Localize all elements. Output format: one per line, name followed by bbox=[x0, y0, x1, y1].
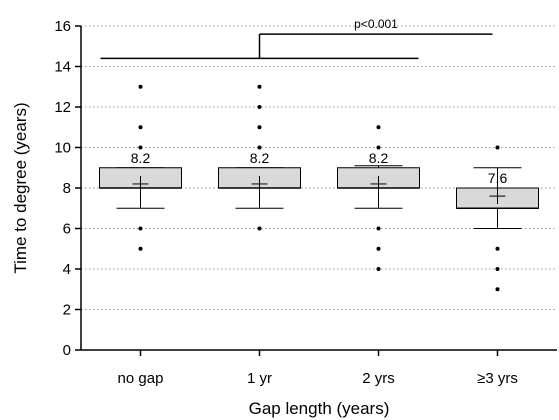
outlier-point bbox=[376, 125, 381, 130]
x-axis-title: Gap length (years) bbox=[249, 399, 390, 418]
y-tick-label: 14 bbox=[54, 59, 71, 76]
x-tick-label: 1 yr bbox=[247, 370, 272, 387]
x-tick-label: no gap bbox=[118, 370, 164, 387]
outlier-point bbox=[376, 246, 381, 251]
y-tick-label: 8 bbox=[63, 180, 71, 197]
box-plots: 8.2 8.2 8.2 7.6 bbox=[99, 84, 539, 292]
y-tick-label: 12 bbox=[54, 99, 71, 116]
outlier-point bbox=[138, 84, 143, 89]
outlier-point bbox=[138, 226, 143, 231]
mean-value-label: 7.6 bbox=[488, 170, 508, 186]
box-1: 8.2 bbox=[99, 84, 182, 251]
y-tick-label: 6 bbox=[63, 221, 71, 238]
outlier-point bbox=[495, 287, 500, 292]
outlier-point bbox=[257, 226, 262, 231]
y-tick-label: 16 bbox=[54, 18, 71, 35]
outlier-point bbox=[257, 145, 262, 150]
y-tick-label: 10 bbox=[54, 140, 71, 157]
y-axis-ticks: 0 2 4 6 8 10 12 14 16 bbox=[54, 18, 81, 359]
y-axis-title: Time to degree (years) bbox=[11, 102, 30, 273]
outlier-point bbox=[495, 246, 500, 251]
mean-value-label: 8.2 bbox=[131, 150, 151, 166]
outlier-point bbox=[376, 226, 381, 231]
outlier-point bbox=[138, 145, 143, 150]
box-3: 8.2 bbox=[337, 125, 420, 271]
x-axis-ticks: no gap 1 yr 2 yrs ≥3 yrs bbox=[118, 350, 518, 387]
y-tick-label: 4 bbox=[63, 261, 71, 278]
p-value-label: p<0.001 bbox=[354, 17, 398, 31]
box-4: 7.6 bbox=[456, 145, 539, 292]
outlier-point bbox=[257, 105, 262, 109]
outlier-point bbox=[495, 145, 500, 150]
outlier-point bbox=[257, 125, 262, 130]
mean-value-label: 8.2 bbox=[250, 150, 270, 166]
x-tick-label: ≥3 yrs bbox=[477, 370, 518, 387]
outlier-point bbox=[376, 267, 381, 271]
outlier-point bbox=[138, 125, 143, 130]
outlier-point bbox=[495, 267, 500, 271]
x-tick-label: 2 yrs bbox=[362, 370, 395, 387]
outlier-point bbox=[376, 145, 381, 150]
mean-value-label: 8.2 bbox=[369, 150, 389, 166]
box-2: 8.2 bbox=[218, 84, 301, 231]
y-tick-label: 2 bbox=[63, 302, 71, 319]
significance-bracket: p<0.001 bbox=[100, 17, 493, 60]
outlier-point bbox=[138, 246, 143, 251]
y-tick-label: 0 bbox=[63, 342, 71, 359]
outlier-point bbox=[257, 84, 262, 89]
